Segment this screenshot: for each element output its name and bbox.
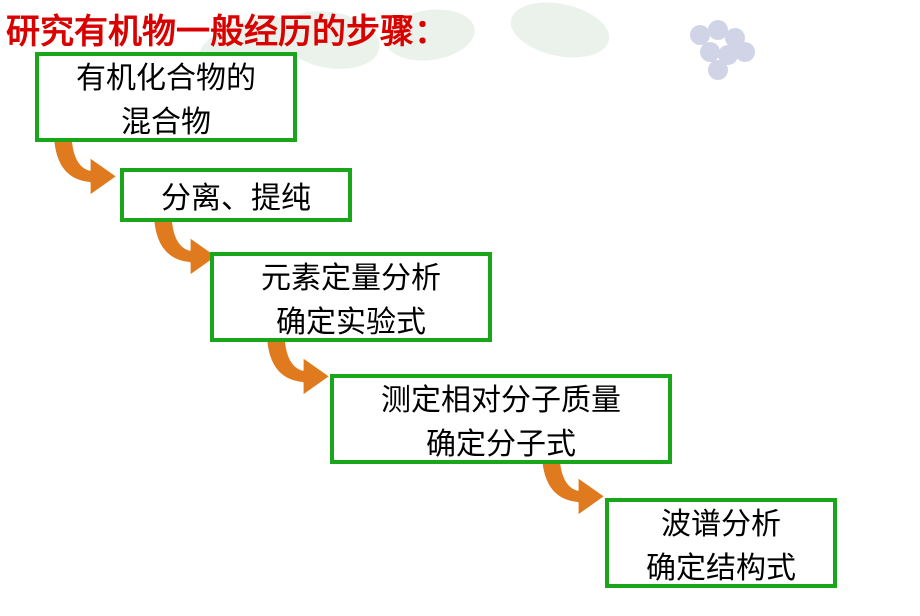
step-4-line-2: 确定分子式 bbox=[426, 419, 576, 463]
flow-arrow-3 bbox=[245, 330, 335, 410]
step-box-1: 有机化合物的混合物 bbox=[35, 52, 297, 142]
step-2-line-1: 分离、提纯 bbox=[161, 173, 311, 217]
step-1-line-2: 混合物 bbox=[121, 97, 211, 141]
step-box-3: 元素定量分析确定实验式 bbox=[210, 252, 492, 342]
step-4-line-1: 测定相对分子质量 bbox=[381, 375, 621, 419]
step-5-line-2: 确定结构式 bbox=[646, 543, 796, 587]
step-box-4: 测定相对分子质量确定分子式 bbox=[330, 374, 672, 464]
step-5-line-1: 波谱分析 bbox=[661, 499, 781, 543]
diagram-title: 研究有机物一般经历的步骤： bbox=[6, 4, 448, 53]
step-1-line-1: 有机化合物的 bbox=[76, 53, 256, 97]
step-3-line-1: 元素定量分析 bbox=[261, 253, 441, 297]
step-3-line-2: 确定实验式 bbox=[276, 297, 426, 341]
flow-arrow-2 bbox=[132, 210, 222, 290]
step-box-2: 分离、提纯 bbox=[120, 168, 352, 222]
flow-arrow-1 bbox=[32, 130, 122, 210]
step-box-5: 波谱分析确定结构式 bbox=[605, 498, 837, 588]
